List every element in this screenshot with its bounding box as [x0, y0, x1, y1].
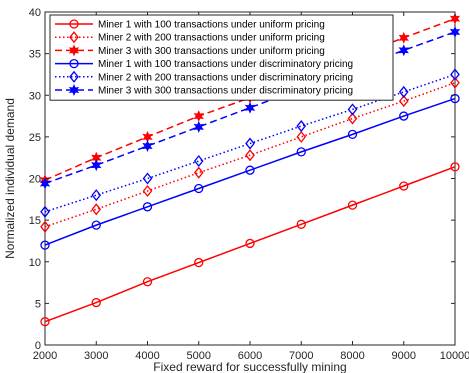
data-point — [399, 181, 409, 191]
data-point — [91, 203, 102, 216]
data-point — [399, 111, 409, 121]
data-point — [347, 103, 358, 116]
data-point — [296, 130, 307, 143]
legend-marker — [69, 31, 79, 44]
data-point — [449, 12, 461, 25]
legend: Miner 1 with 100 transactions under unif… — [49, 14, 394, 101]
x-tick-label: 7000 — [289, 350, 313, 362]
legend-marker — [69, 58, 79, 69]
data-point — [296, 120, 307, 133]
data-point — [245, 238, 255, 249]
x-tick-label: 2000 — [33, 350, 57, 362]
data-point — [449, 26, 461, 38]
legend-entry: Miner 2 with 200 transactions under unif… — [55, 31, 325, 44]
legend-label: Miner 2 with 200 transactions under disc… — [98, 72, 353, 83]
legend-box — [49, 14, 394, 101]
data-point — [142, 202, 153, 212]
data-point — [347, 129, 358, 140]
legend-entry: Miner 3 with 300 transactions under unif… — [55, 44, 325, 57]
y-tick-label: 15 — [29, 215, 41, 227]
legend-marker — [69, 70, 79, 83]
y-axis-label: Normalized individual demand — [3, 98, 17, 259]
legend-entry: Miner 1 with 100 transactions under disc… — [55, 58, 353, 70]
data-point — [296, 219, 306, 229]
y-tick-label: 25 — [29, 132, 41, 144]
x-tick-label: 4000 — [135, 350, 159, 362]
data-point — [244, 101, 256, 114]
x-tick-label: 3000 — [84, 350, 108, 362]
data-point — [398, 31, 409, 44]
data-point — [40, 205, 50, 218]
data-point — [193, 166, 204, 179]
x-tick-label: 5000 — [187, 350, 211, 362]
data-point — [450, 76, 460, 89]
data-point — [193, 120, 204, 133]
axis-ticks: 2000 3000 4000 5000 6000 7000 8000 9000 10000 0 5 1… — [29, 7, 469, 362]
data-point — [142, 140, 153, 152]
data-point — [193, 154, 204, 168]
data-point — [142, 184, 153, 198]
data-point — [91, 220, 101, 230]
series-1 — [40, 162, 460, 327]
legend-entry: Miner 1 with 100 transactions under unif… — [55, 19, 325, 31]
legend-label: Miner 1 with 100 transactions under unif… — [98, 20, 325, 31]
data-point — [142, 277, 153, 287]
series-line — [44, 82, 456, 228]
data-point — [398, 44, 409, 57]
data-point — [450, 93, 460, 104]
legend-marker — [68, 84, 80, 96]
data-point — [194, 183, 204, 194]
data-point — [39, 177, 51, 190]
y-tick-label: 40 — [29, 7, 41, 19]
data-point — [194, 257, 204, 268]
series-line — [44, 97, 456, 246]
x-tick-label: 8000 — [340, 350, 364, 362]
y-tick-label: 30 — [29, 90, 41, 102]
x-tick-label: 6000 — [238, 350, 262, 362]
data-point — [91, 159, 102, 172]
data-point — [450, 162, 460, 172]
y-tick-label: 20 — [29, 174, 41, 186]
data-point — [398, 85, 409, 98]
data-point — [245, 137, 255, 150]
data-point — [245, 149, 255, 162]
legend-label: Miner 3 with 300 transactions under disc… — [98, 86, 353, 97]
legend-entry: Miner 3 with 300 transactions under disc… — [55, 84, 353, 97]
data-point — [450, 68, 460, 81]
series-2 — [40, 76, 460, 233]
data-point — [347, 112, 358, 125]
legend-label: Miner 2 with 200 transactions under unif… — [98, 33, 325, 44]
data-point — [40, 220, 50, 233]
legend-label: Miner 3 with 300 transactions under unif… — [98, 46, 325, 57]
data-point — [91, 189, 102, 202]
x-tick-label: 10000 — [440, 350, 469, 362]
y-tick-label: 35 — [29, 49, 41, 61]
data-point — [91, 297, 101, 308]
legend-marker — [69, 19, 79, 29]
data-point — [245, 165, 255, 175]
y-tick-label: 0 — [35, 340, 41, 352]
x-tick-label: 9000 — [392, 350, 416, 362]
data-point — [142, 172, 153, 185]
data-point — [296, 147, 306, 157]
x-axis-label: Fixed reward for successfully mining — [153, 360, 346, 373]
series-line — [44, 166, 456, 323]
series-4 — [40, 93, 460, 250]
legend-marker — [68, 44, 80, 57]
data-point — [398, 95, 409, 108]
y-tick-label: 10 — [29, 257, 41, 269]
data-point — [347, 200, 358, 210]
legend-entry: Miner 2 with 200 transactions under disc… — [55, 70, 353, 83]
data-point — [40, 317, 50, 327]
y-tick-label: 5 — [35, 298, 41, 310]
data-point — [40, 240, 50, 250]
legend-label: Miner 1 with 100 transactions under disc… — [98, 59, 353, 70]
